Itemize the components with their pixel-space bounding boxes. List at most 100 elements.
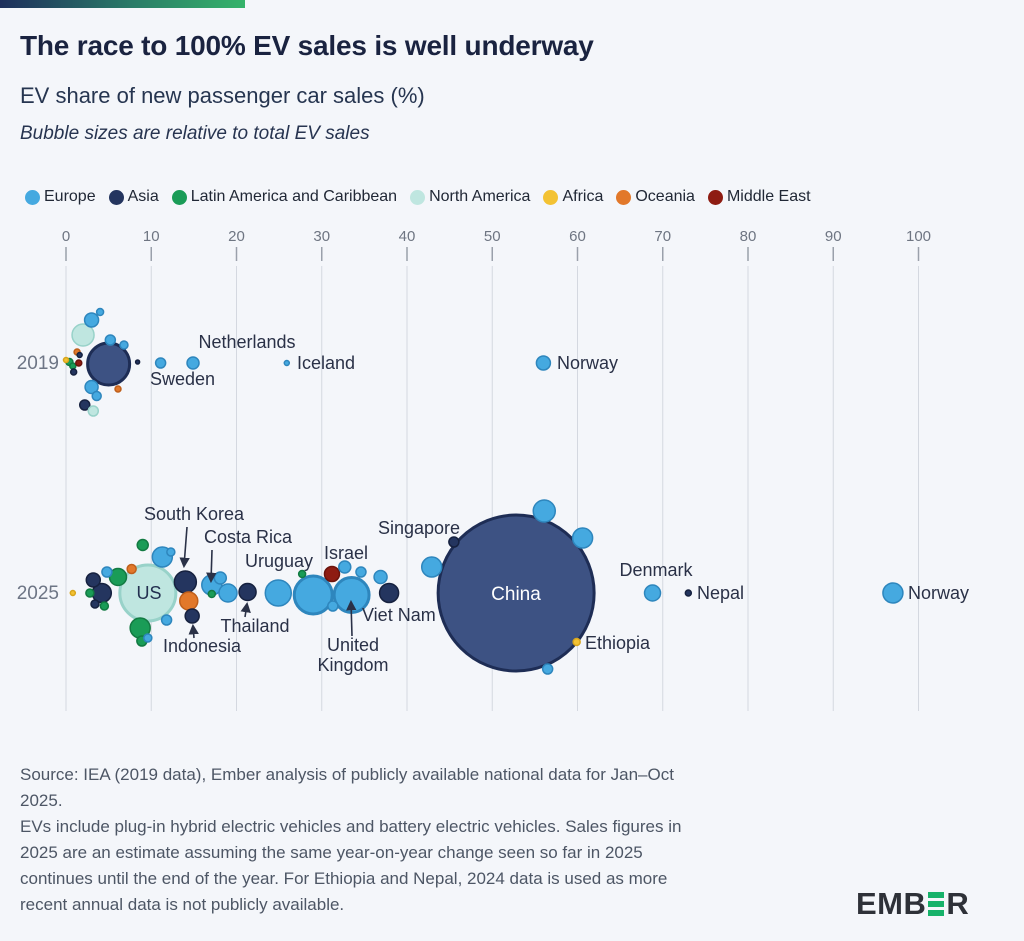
bubble-asia [69,368,78,376]
country-label: Iceland [297,353,355,373]
axis-tick-label: 70 [654,228,671,245]
legend-label: Asia [127,188,159,205]
bubble-norway [535,355,552,371]
bubble-europe [213,571,228,585]
legend-item-africa: Africa [543,188,603,206]
source-note-line: 2025 are an estimate assuming the same y… [20,843,643,862]
country-label: Uruguay [245,551,313,571]
axis-tick-label: 0 [62,228,70,245]
bubble-latam [99,601,110,611]
axis-tick-label: 10 [143,228,160,245]
country-label: Norway [908,583,969,603]
country-label: Sweden [150,369,215,389]
bubble-us [71,323,95,347]
legend-item-asia: Asia [108,188,159,206]
bubble-latam [136,538,149,552]
row-label-2025: 2025 [17,583,59,604]
legend-label: Latin America and Caribbean [190,188,398,205]
ev-share-bubble-chart: 0 10 20 30 40 50 60 70 80 90 100 2019 2025 Netherland… [17,228,969,711]
bubble-norway [882,582,904,604]
legend-dot-icon [616,189,632,205]
bubble-europe [420,556,443,578]
bubble-europe [95,307,105,317]
bubble-oceania [114,385,122,393]
country-label: Ethiopia [585,633,651,653]
legend-label: Oceania [635,188,695,205]
row-label-2019: 2019 [17,353,59,374]
bubble-europe [91,390,102,402]
country-label: Viet Nam [362,605,436,625]
bubble-latam [69,362,77,370]
legend-dot-icon [108,189,124,205]
country-label: China [491,584,541,605]
legend-label: Europe [44,188,96,205]
country-label: Denmark [619,560,693,580]
legend-label: Middle East [726,188,811,205]
bubble-europe [338,560,352,574]
bubble-uruguay [297,569,307,579]
bubble-europe [541,663,554,675]
bubble-nepal [684,589,693,597]
bubble-asia [76,351,83,359]
country-label: Nepal [697,583,744,603]
axis-tick-label: 30 [313,228,330,245]
chart-subtitle: EV share of new passenger car sales (%) [20,83,425,108]
bubble-europe [532,499,557,523]
source-note-line: continues until the end of the year. For… [20,869,668,888]
axis-tick-label: 80 [740,228,757,245]
country-label: South Korea [144,504,245,524]
source-note-line: 2025. [20,791,63,810]
bubble-europe [101,566,113,578]
bubble-singapore [448,536,460,548]
bubble-europe [160,614,173,626]
legend-item-europe: Europe [25,188,96,206]
axis-tick-label: 50 [484,228,501,245]
bubble-europe [119,340,129,350]
source-note-line: recent annual data is not publicly avail… [20,895,345,914]
bubble-size-note: Bubble sizes are relative to total EV sa… [20,123,370,144]
bubble-ethiopia [572,637,581,647]
country-label: Netherlands [198,332,295,352]
legend-label: North America [429,188,531,205]
bubble-europe [571,527,594,549]
bubble-europe [327,600,339,612]
bubble-europe [373,569,388,585]
bubble-asia [85,572,102,588]
bubble-europe [355,566,367,578]
bubble-thailand [238,582,257,602]
bubble-latam [85,588,95,598]
bubble-south-korea [173,570,198,594]
legend-item-oceania: Oceania [616,188,695,206]
source-note-line: EVs include plug-in hybrid electric vehi… [20,817,682,836]
bubble-africa [62,356,70,364]
axis-tick-label: 20 [228,228,245,245]
country-label: US [136,583,161,603]
legend-item-latin-america-and-caribbean: Latin America and Caribbean [171,188,398,206]
legend-dot-icon [543,189,559,205]
legend-dot-icon [410,189,426,205]
bubble-europe [218,583,238,603]
annotation-arrow [240,601,251,618]
ember-logo: EMB R [856,886,969,922]
country-label: Indonesia [163,636,242,656]
bubble-europe [143,633,153,643]
page-title: The race to 100% EV sales is well underw… [20,30,594,61]
bubble-asia [134,359,141,365]
ember-logo-e-icon [928,892,945,916]
bubble-indonesia [184,608,200,624]
country-label: Israel [324,543,368,563]
axis-tick-label: 90 [825,228,842,245]
bubble-netherlands [186,356,200,370]
bubble-china [436,513,596,673]
legend-item-north-america: North America [410,188,530,206]
bubble-viet-nam [378,582,400,604]
bubble-europe [104,334,117,346]
country-label: Norway [557,353,618,373]
axis-tick-label: 100 [906,228,931,245]
ember-logo-text-post: R [946,886,970,921]
bubble-iceland [283,359,291,367]
brand-gradient-bar [0,0,245,8]
legend-dot-icon [171,189,187,205]
country-label: Costa Rica [204,527,293,547]
